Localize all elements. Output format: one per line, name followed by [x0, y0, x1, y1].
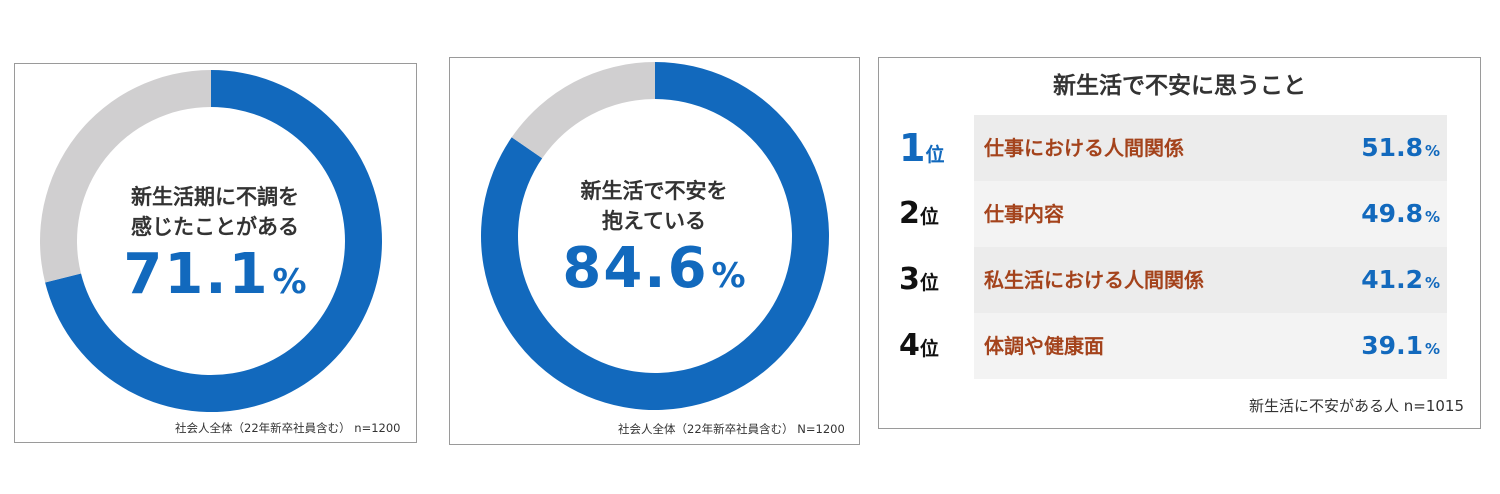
rank-number: 4位: [899, 313, 939, 379]
ranking-value-number: 49.8: [1361, 199, 1423, 228]
rank-digit: 3: [899, 262, 920, 297]
ranking-row-background: [974, 247, 1447, 313]
rank-digit: 1: [899, 126, 926, 170]
donut-label-line-1: 新生活で不安を: [580, 179, 728, 203]
donut-value-number: 84.6: [562, 236, 709, 301]
donut-slice-remainder: [511, 62, 655, 159]
rank-digit: 4: [899, 328, 920, 363]
ranking-item-label: 私生活における人間関係: [984, 268, 1204, 292]
donut-label-line-2: 感じたことがある: [131, 215, 299, 239]
ranking-item-label: 体調や健康面: [984, 334, 1104, 358]
ranking-value-unit: %: [1424, 340, 1440, 358]
ranking-item-label: 仕事内容: [984, 202, 1064, 226]
donut-value-number: 71.1: [123, 242, 270, 307]
ranking-item-value: 39.1%: [1361, 313, 1440, 379]
donut-slice-remainder: [39, 70, 211, 283]
rank-digit: 2: [899, 196, 920, 231]
ranking-item-value: 49.8%: [1361, 181, 1440, 247]
ranking-title: 新生活で不安に思うこと: [1053, 73, 1306, 99]
ranking-item-label: 仕事における人間関係: [984, 136, 1184, 160]
ranking-row: 3位 私生活における人間関係 41.2%: [879, 247, 1480, 313]
rank-number: 2位: [899, 181, 939, 247]
ranking-panel: 新生活で不安に思うこと 1位 仕事における人間関係 51.8% 2位 仕事内容 49.8%…: [878, 57, 1481, 429]
ranking-value-number: 51.8: [1361, 133, 1423, 162]
sample-note-1: 社会人全体（22年新卒社員含む） n=1200: [175, 421, 401, 435]
donut-value-2: 84.6%: [554, 236, 754, 301]
ranking-value-number: 41.2: [1361, 265, 1423, 294]
rank-suffix: 位: [919, 206, 939, 228]
donut-panel-1: 新生活期に不調を 感じたことがある 71.1% 社会人全体（22年新卒社員含む）…: [14, 63, 417, 443]
ranking-item-value: 51.8%: [1361, 115, 1440, 181]
ranking-row-background: [974, 181, 1447, 247]
sample-note-2: 社会人全体（22年新卒社員含む） N=1200: [618, 422, 845, 436]
donut-label-line-2: 抱えている: [602, 209, 706, 233]
rank-number: 1位: [899, 115, 944, 181]
ranking-value-unit: %: [1424, 142, 1440, 160]
donut-center-1: 新生活期に不調を 感じたことがある 71.1%: [115, 182, 315, 307]
donut-value-unit: %: [272, 262, 307, 302]
rank-suffix: 位: [925, 144, 945, 166]
donut-value-1: 71.1%: [115, 242, 315, 307]
ranking-row: 1位 仕事における人間関係 51.8%: [879, 115, 1480, 181]
ranking-value-unit: %: [1424, 208, 1440, 226]
donut-panel-2: 新生活で不安を 抱えている 84.6% 社会人全体（22年新卒社員含む） N=1…: [449, 57, 860, 445]
ranking-item-value: 41.2%: [1361, 247, 1440, 313]
rank-suffix: 位: [919, 272, 939, 294]
ranking-row: 4位 体調や健康面 39.1%: [879, 313, 1480, 379]
ranking-row-background: [974, 313, 1447, 379]
ranking-row-background: [974, 115, 1447, 181]
donut-value-unit: %: [711, 256, 746, 296]
ranking-value-number: 39.1: [1361, 331, 1423, 360]
ranking-sample-note: 新生活に不安がある人 n=1015: [1248, 397, 1464, 415]
rank-number: 3位: [899, 247, 939, 313]
rank-suffix: 位: [919, 338, 939, 360]
donut-center-2: 新生活で不安を 抱えている 84.6%: [554, 176, 754, 301]
ranking-value-unit: %: [1424, 274, 1440, 292]
donut-label-line-1: 新生活期に不調を: [131, 185, 299, 209]
donut-chart-1: [39, 70, 383, 412]
ranking-row: 2位 仕事内容 49.8%: [879, 181, 1480, 247]
donut-chart-2: [481, 62, 829, 410]
